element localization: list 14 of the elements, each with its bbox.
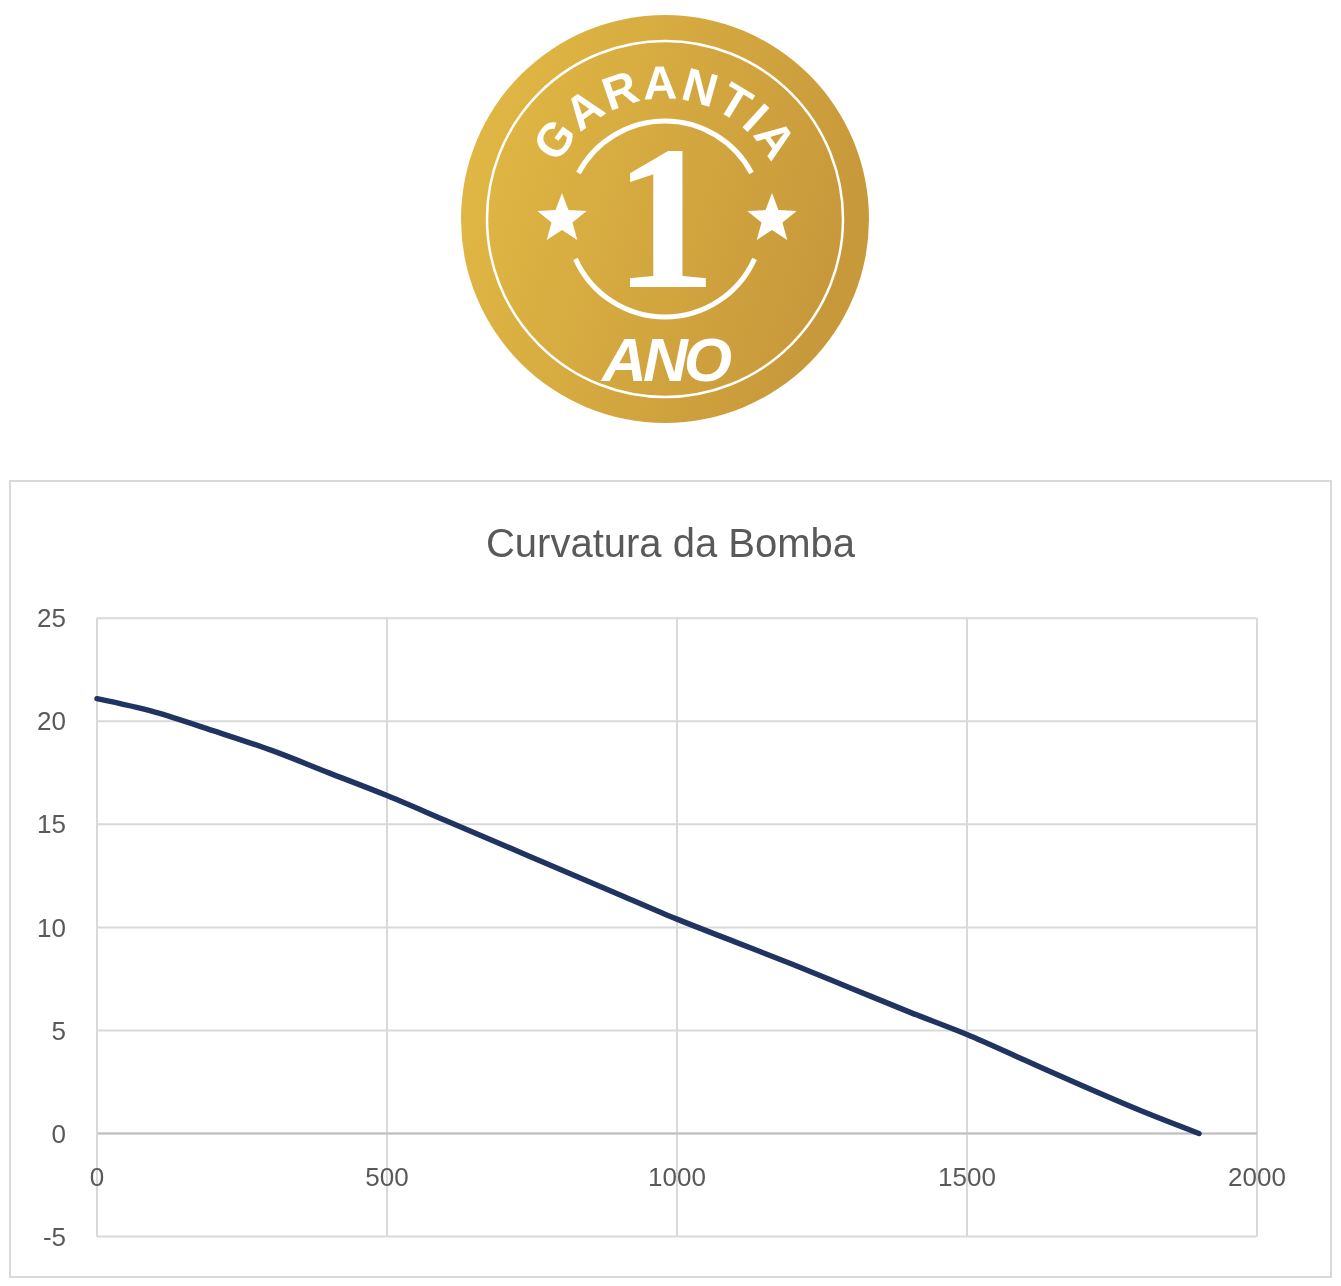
y-tick-label: 0: [51, 1118, 66, 1149]
y-tick-label: 10: [37, 912, 66, 943]
y-tick-label: -5: [42, 1221, 66, 1252]
y-tick-label: 25: [37, 603, 66, 634]
chart-title: Curvatura da Bomba: [485, 521, 856, 565]
x-tick-label: 500: [365, 1161, 409, 1192]
text: ANO: [600, 325, 732, 394]
y-tick-label: 20: [37, 706, 66, 737]
x-tick-label: 0: [89, 1161, 105, 1192]
x-tick-label: 1500: [938, 1161, 996, 1192]
y-tick-label: 15: [37, 809, 66, 840]
x-tick-label: 2000: [1228, 1161, 1286, 1192]
y-tick-label: 5: [51, 1015, 66, 1046]
x-tick-label: 1000: [648, 1161, 706, 1192]
